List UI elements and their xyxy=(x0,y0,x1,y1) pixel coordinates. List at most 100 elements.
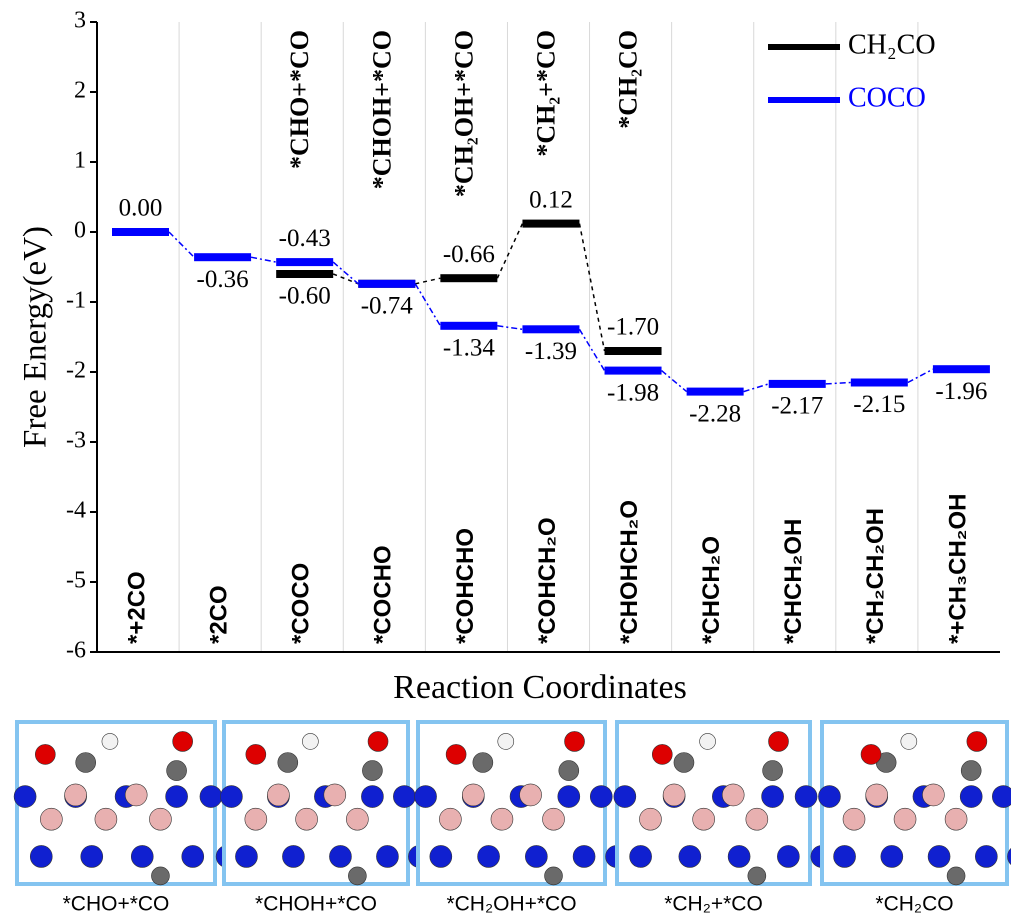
atom xyxy=(699,733,716,750)
connector xyxy=(743,383,769,393)
atom xyxy=(959,785,983,808)
x-tick-label: *CH₂CH₂OH xyxy=(862,508,889,644)
atom xyxy=(490,807,514,831)
atom xyxy=(40,807,63,831)
atom xyxy=(439,807,462,831)
value-label: -0.66 xyxy=(443,241,495,268)
connector xyxy=(578,223,606,352)
atom xyxy=(833,845,856,868)
energy-level xyxy=(604,347,662,355)
atom xyxy=(172,731,193,752)
atom xyxy=(860,744,882,765)
value-label: -1.34 xyxy=(443,335,496,362)
energy-level xyxy=(194,253,252,262)
panel-caption: *CHOH+*CO xyxy=(255,893,377,916)
upper-label: *CH₂CO xyxy=(614,30,643,129)
atom xyxy=(497,733,515,750)
atom xyxy=(745,807,769,831)
x-tick-label: *CHCH₂OH xyxy=(780,519,807,644)
y-tick-label: -6 xyxy=(66,638,86,664)
energy-level xyxy=(932,365,990,374)
upper-label: *CH₂OH+*CO xyxy=(449,30,478,197)
y-tick-label: -5 xyxy=(66,568,86,594)
atom xyxy=(94,807,118,831)
atom xyxy=(124,783,148,807)
atom xyxy=(842,807,866,831)
value-label: -2.28 xyxy=(689,400,741,427)
atom xyxy=(572,845,596,868)
connector xyxy=(250,256,277,263)
atom xyxy=(900,733,918,750)
atom xyxy=(282,845,305,868)
value-label: -0.74 xyxy=(361,293,414,320)
panel-caption: *CH₂OH+*CO xyxy=(446,893,576,916)
atom xyxy=(992,785,1011,808)
energy-level xyxy=(850,378,908,387)
atom xyxy=(302,733,319,750)
y-tick-label: 3 xyxy=(74,8,86,34)
atom xyxy=(329,845,352,868)
atom xyxy=(34,744,56,765)
connector xyxy=(332,261,359,285)
structure-panel xyxy=(414,720,628,886)
connector xyxy=(168,231,195,258)
atom xyxy=(557,785,581,808)
atom xyxy=(166,760,187,781)
connector xyxy=(496,223,524,279)
atom xyxy=(818,785,841,808)
value-label: -0.36 xyxy=(197,266,249,293)
y-tick-label: -1 xyxy=(66,288,86,314)
atom xyxy=(927,845,951,868)
connector xyxy=(825,381,851,385)
atom xyxy=(721,783,745,807)
atom xyxy=(975,845,998,868)
y-tick-label: -4 xyxy=(66,498,86,524)
atom xyxy=(414,785,437,808)
atom xyxy=(893,807,917,831)
atom xyxy=(277,752,299,773)
structure-panel xyxy=(220,720,431,886)
structure-panel xyxy=(613,720,834,886)
value-label: -1.98 xyxy=(607,379,659,406)
atom xyxy=(544,866,563,886)
structure-panel xyxy=(13,720,239,886)
atom xyxy=(761,785,784,808)
atom xyxy=(130,845,154,868)
x-axis-title: Reaction Coordinates xyxy=(393,669,687,706)
energy-level xyxy=(522,219,580,228)
atom xyxy=(629,845,652,868)
atom xyxy=(181,845,205,868)
atom xyxy=(346,807,369,831)
atom xyxy=(362,760,383,781)
atom xyxy=(519,783,542,807)
atom xyxy=(673,752,695,773)
atom xyxy=(477,845,500,868)
connector xyxy=(497,325,523,331)
atom xyxy=(151,866,170,886)
atom xyxy=(762,760,783,781)
atom xyxy=(727,845,751,868)
connector xyxy=(661,370,688,393)
atom xyxy=(75,752,96,773)
atom xyxy=(777,845,800,868)
atom xyxy=(244,807,268,831)
atom xyxy=(29,845,53,868)
value-label: 0.12 xyxy=(529,186,573,213)
atom xyxy=(165,785,188,808)
atom xyxy=(13,785,37,808)
x-tick-label: *+2CO xyxy=(123,571,150,644)
y-tick-label: 2 xyxy=(74,78,86,104)
upper-label: *CHO+*CO xyxy=(285,30,314,169)
atom xyxy=(1007,847,1011,865)
x-tick-label: *COCHO xyxy=(370,545,397,644)
atom xyxy=(429,845,453,868)
atom xyxy=(220,785,243,808)
connector xyxy=(578,328,606,371)
y-tick-label: -3 xyxy=(66,428,86,454)
atom xyxy=(393,785,416,808)
energy-level xyxy=(686,387,744,396)
atom xyxy=(149,807,172,831)
atom xyxy=(558,760,580,781)
atom xyxy=(946,866,966,886)
x-tick-label: *CHOHCH₂O xyxy=(616,500,643,644)
